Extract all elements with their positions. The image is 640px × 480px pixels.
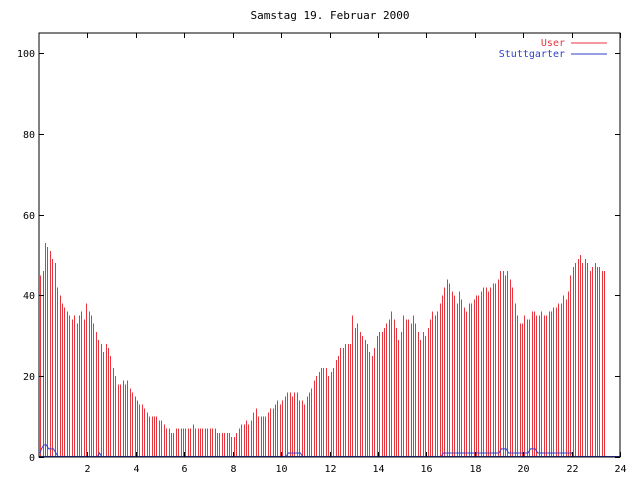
y-tick-label: 0: [29, 453, 35, 464]
x-tick-label: 4: [133, 464, 139, 475]
y-tick-label: 40: [23, 291, 35, 302]
x-tick-label: 16: [420, 464, 432, 475]
y-tick-label: 100: [17, 49, 35, 60]
chart-title: Samstag 19. Februar 2000: [251, 9, 410, 22]
x-tick-label: 24: [614, 464, 626, 475]
plot-border: [38, 32, 621, 458]
x-tick-label: 10: [275, 464, 287, 475]
x-tick-label: 22: [566, 464, 578, 475]
x-tick-label: 8: [230, 464, 236, 475]
x-tick-label: 2: [84, 464, 90, 475]
x-tick-label: 14: [372, 464, 384, 475]
stuttgarter-line-segment: [285, 452, 304, 458]
legend: User Stuttgarter: [499, 38, 607, 60]
stuttgarter-line-segment: [39, 444, 59, 458]
x-tick-label: 6: [181, 464, 187, 475]
legend-label-user: User: [541, 38, 565, 49]
user-bars: [40, 242, 605, 457]
stuttgarter-line-segment: [96, 452, 103, 458]
y-tick-label: 80: [23, 130, 35, 141]
x-tick-label: 12: [324, 464, 336, 475]
x-tick-label: 20: [517, 464, 529, 475]
stuttgarter-line-segment: [440, 448, 575, 458]
legend-label-stuttgarter: Stuttgarter: [499, 49, 565, 60]
y-tick-label: 60: [23, 211, 35, 222]
y-tick-label: 20: [23, 372, 35, 383]
x-tick-label: 18: [469, 464, 481, 475]
